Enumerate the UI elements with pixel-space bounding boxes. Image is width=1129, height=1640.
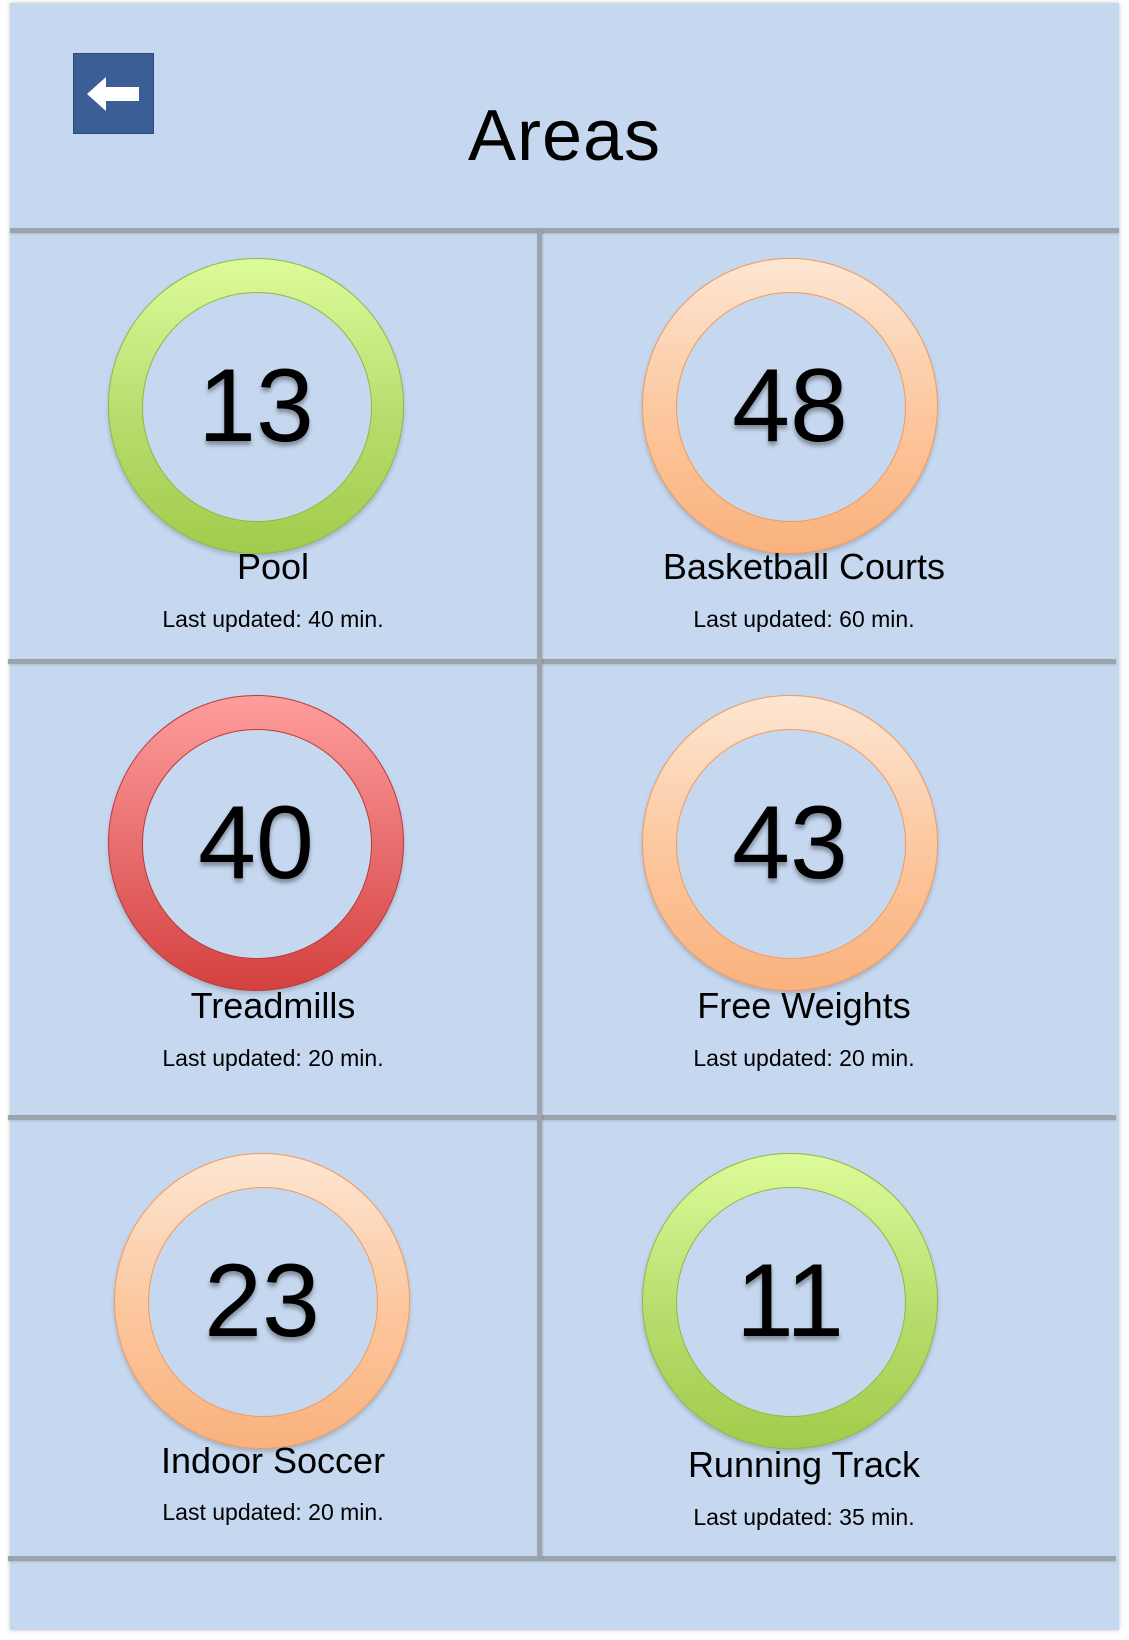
occupancy-ring: 43 (642, 695, 938, 991)
area-card-basketball-courts[interactable]: 48 Basketball Courts Last updated: 60 mi… (542, 233, 1119, 659)
area-name: Treadmills (190, 985, 356, 1026)
area-name: Running Track (687, 1444, 921, 1485)
area-name: Pool (236, 546, 310, 587)
column-divider (537, 231, 542, 1558)
row-divider (8, 659, 1116, 664)
last-updated: Last updated: 20 min. (162, 1045, 384, 1071)
occupancy-count: 43 (732, 784, 848, 901)
row-divider (8, 1115, 1116, 1120)
occupancy-ring: 11 (642, 1153, 938, 1449)
last-updated: Last updated: 20 min. (162, 1499, 384, 1525)
occupancy-count: 11 (736, 1242, 844, 1359)
area-card-running-track[interactable]: 11 Running Track Last updated: 35 min. (542, 1120, 1119, 1556)
occupancy-ring: 23 (114, 1153, 410, 1449)
occupancy-ring: 13 (108, 258, 404, 554)
last-updated: Last updated: 40 min. (162, 606, 384, 632)
area-card-pool[interactable]: 13 Pool Last updated: 40 min. (10, 233, 537, 659)
area-card-treadmills[interactable]: 40 Treadmills Last updated: 20 min. (10, 664, 537, 1115)
occupancy-count: 23 (204, 1242, 320, 1359)
area-name: Free Weights (697, 985, 911, 1026)
area-name: Basketball Courts (662, 546, 946, 587)
page-title: Areas (467, 96, 662, 176)
app-screen: Areas 13 Pool Last updated: 40 min. 48 B… (8, 3, 1119, 1630)
header-divider (10, 228, 1119, 233)
area-name: Indoor Soccer (160, 1440, 386, 1481)
occupancy-count: 40 (198, 784, 314, 901)
occupancy-ring: 48 (642, 258, 938, 554)
last-updated: Last updated: 60 min. (693, 606, 915, 632)
arrow-left-icon (87, 77, 139, 111)
area-card-free-weights[interactable]: 43 Free Weights Last updated: 20 min. (542, 664, 1119, 1115)
area-card-indoor-soccer[interactable]: 23 Indoor Soccer Last updated: 20 min. (10, 1120, 537, 1556)
occupancy-count: 13 (198, 347, 314, 464)
back-button[interactable] (73, 53, 154, 134)
occupancy-count: 48 (732, 347, 848, 464)
last-updated: Last updated: 20 min. (693, 1045, 915, 1071)
last-updated: Last updated: 35 min. (693, 1504, 915, 1530)
occupancy-ring: 40 (108, 695, 404, 991)
bottom-divider (8, 1556, 1116, 1561)
